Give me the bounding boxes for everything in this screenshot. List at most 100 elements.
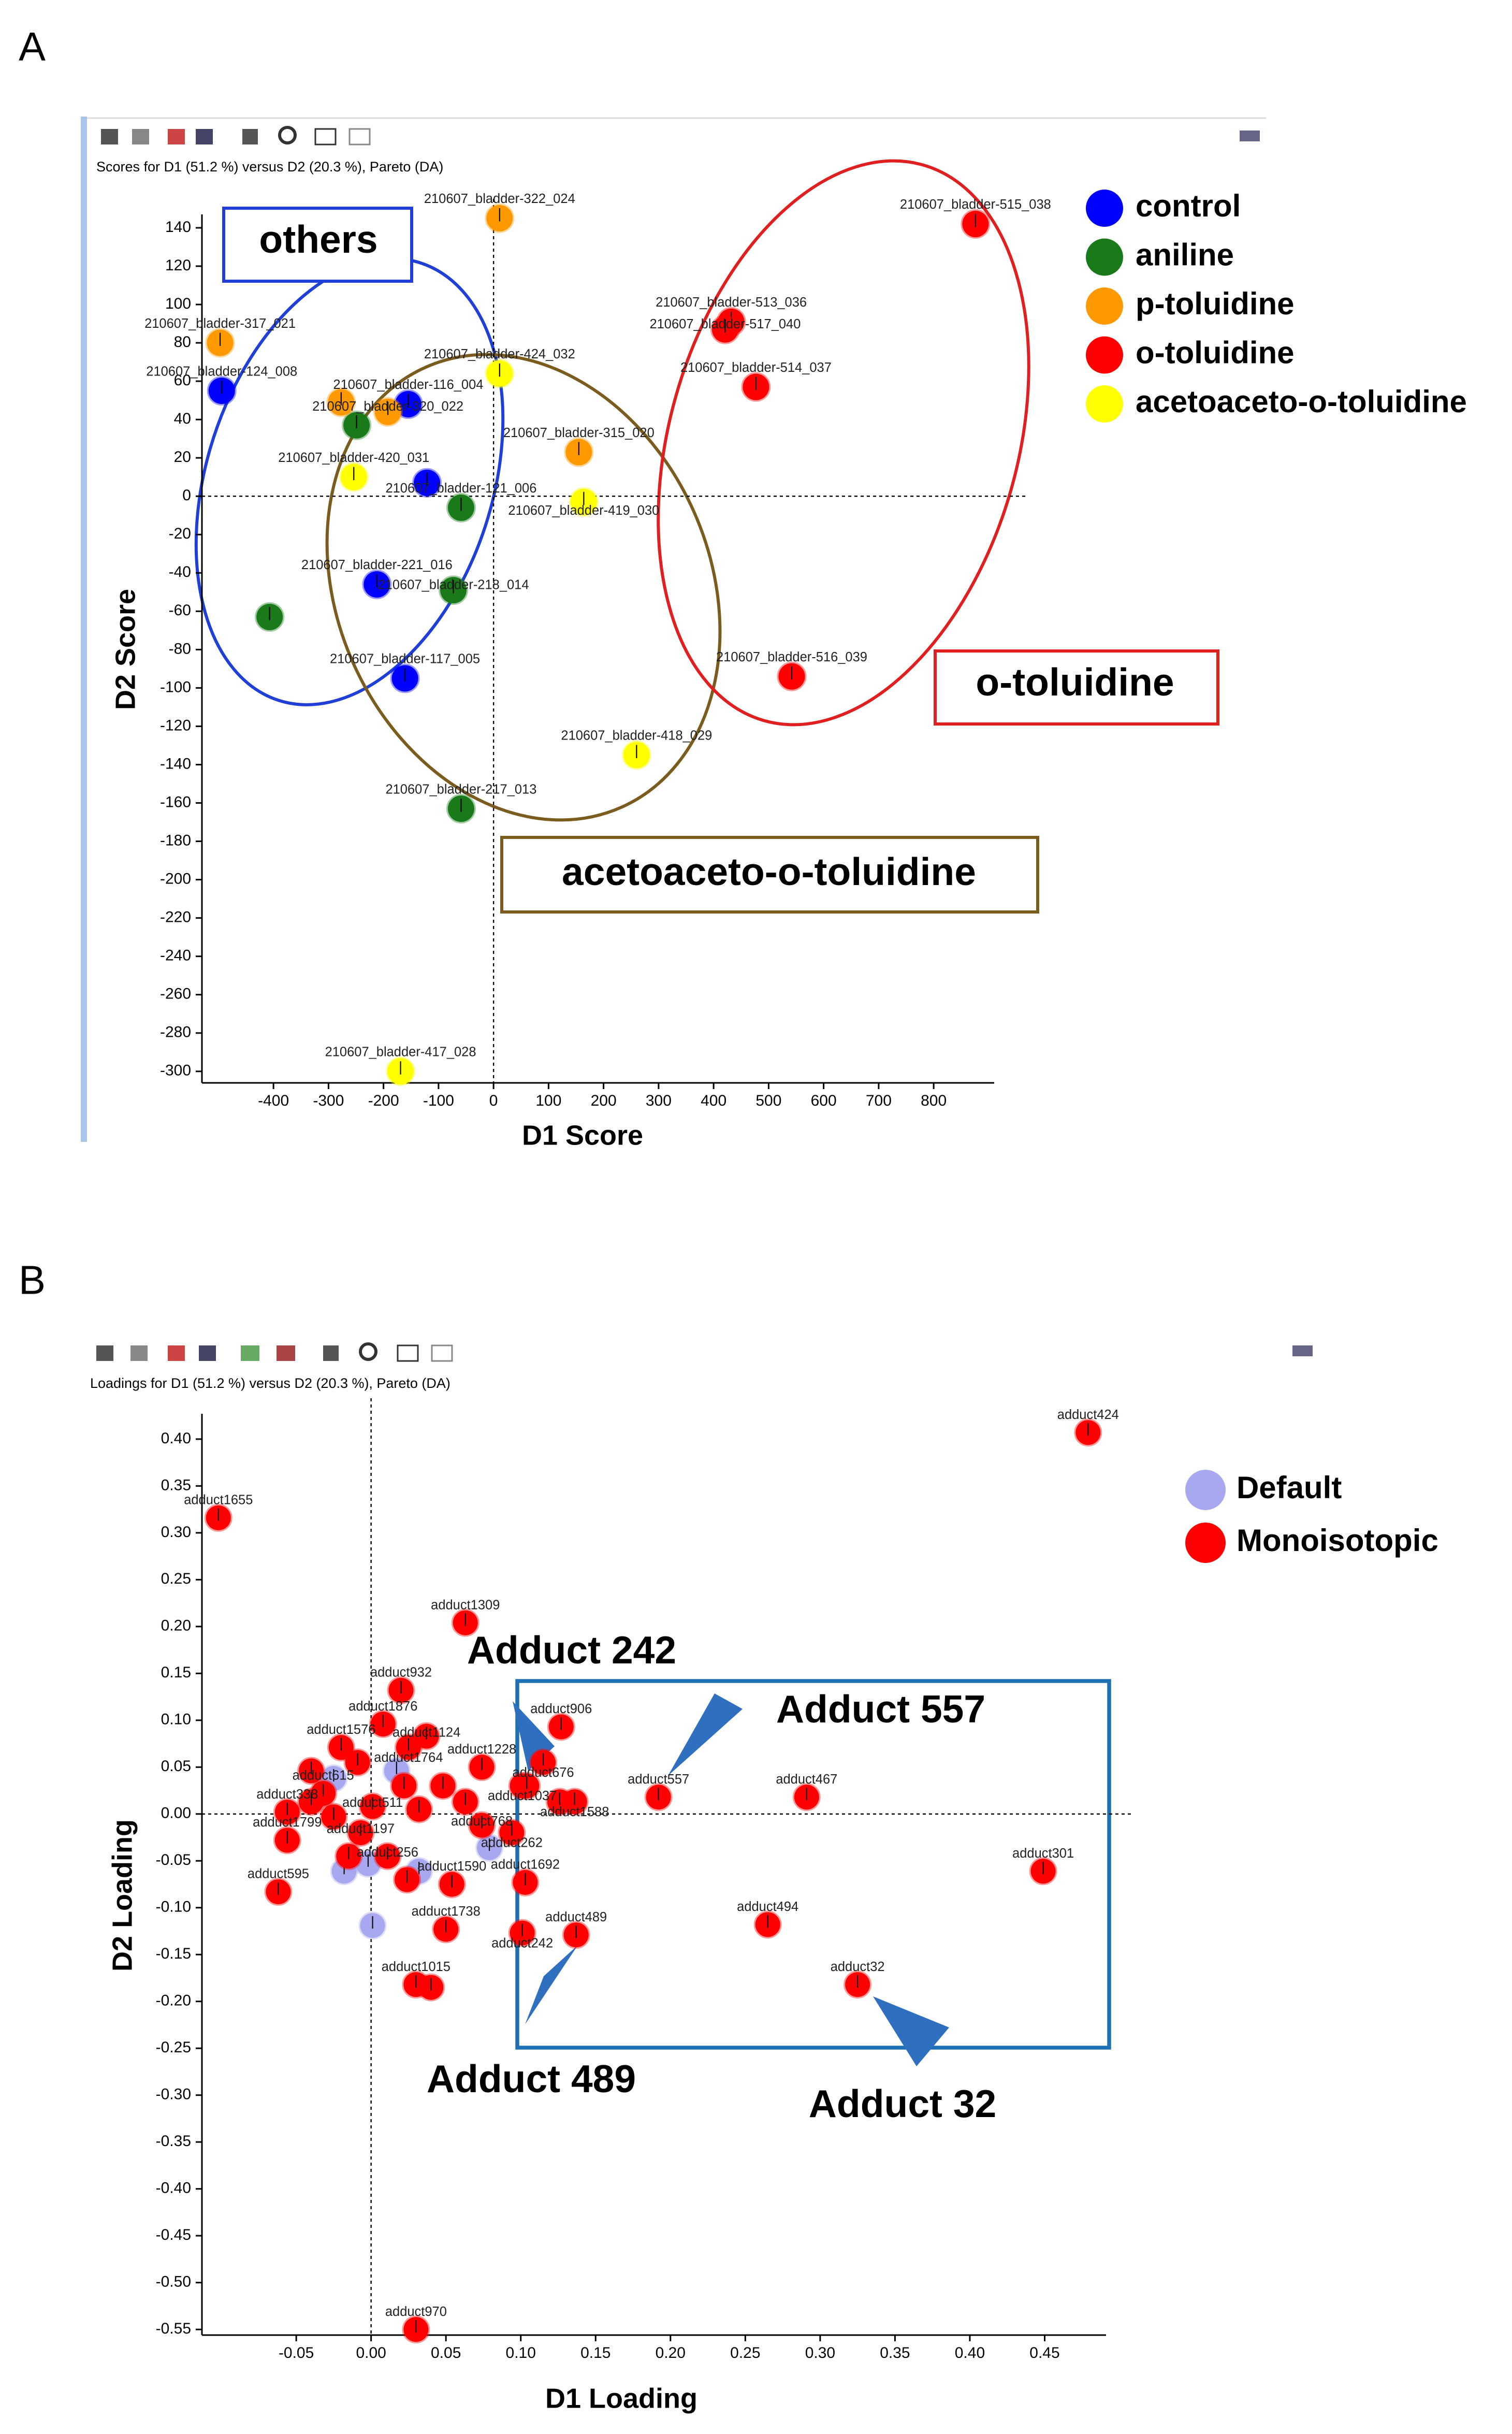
toolbar-icon[interactable] — [132, 128, 150, 144]
toolbar-icon[interactable] — [101, 128, 119, 144]
x-tick-label: -300 — [313, 1092, 344, 1109]
legend-swatch — [1185, 1469, 1226, 1510]
y-tick-label: -40 — [169, 563, 191, 581]
y-tick-label: 0.20 — [161, 1617, 191, 1634]
point-label: 210607_bladder-217_013 — [385, 782, 536, 796]
point-label: adduct1764 — [374, 1750, 443, 1765]
point-label: adduct242 — [491, 1936, 553, 1950]
point-label: adduct1876 — [348, 1699, 417, 1714]
legend-label: Monoisotopic — [1237, 1523, 1438, 1558]
point-label: adduct262 — [481, 1836, 543, 1850]
legend-label: Default — [1237, 1470, 1342, 1505]
arrows — [513, 1693, 950, 2066]
point-label: adduct32 — [831, 1960, 885, 1974]
annotation: Adduct 32 — [809, 2082, 996, 2125]
y-tick-label: 0.35 — [161, 1476, 191, 1494]
point-label: adduct557 — [628, 1772, 689, 1787]
point-label: 210607_bladder-418_029 — [561, 729, 712, 743]
toolbar-icon[interactable] — [323, 1345, 339, 1361]
x-tick-label: 0.05 — [431, 2344, 461, 2361]
x-tick-label: 0 — [489, 1092, 498, 1109]
highlight-box — [515, 1679, 1111, 2050]
x-tick-label: 0.25 — [730, 2344, 760, 2361]
y-axis-title: D2 Loading — [107, 1819, 138, 1972]
y-tick-label: 0.05 — [161, 1758, 191, 1775]
y-tick-label: -160 — [160, 793, 191, 810]
chart-subtitle: Loadings for D1 (51.2 %) versus D2 (20.3… — [90, 1375, 450, 1391]
point-label: adduct1738 — [412, 1904, 481, 1919]
legend-label: aniline — [1136, 237, 1234, 272]
group-ellipse — [325, 353, 722, 822]
toolbar-icon[interactable] — [199, 1345, 216, 1361]
y-tick-label: 0 — [182, 487, 191, 504]
toolbar-icon[interactable] — [1292, 1345, 1313, 1356]
x-tick-label: 0.00 — [356, 2344, 386, 2361]
x-axis-title: D1 Score — [522, 1120, 643, 1151]
toolbar-icon[interactable] — [397, 1344, 419, 1362]
y-tick-label: 0.25 — [161, 1570, 191, 1587]
y-tick-label: -100 — [160, 678, 191, 696]
toolbar-icon[interactable] — [277, 1345, 296, 1361]
toolbar-icon[interactable] — [130, 1345, 148, 1361]
point-label: 210607_bladder-320_022 — [312, 399, 463, 414]
toolbar-icon[interactable] — [241, 1345, 260, 1361]
toolbar-icon[interactable] — [278, 125, 297, 144]
x-tick-label: 0.15 — [580, 2344, 610, 2361]
y-tick-label: 0.00 — [161, 1805, 191, 1822]
legend-label: o-toluidine — [1136, 335, 1295, 370]
point-label: 210607_bladder-121_006 — [385, 481, 536, 496]
legend-label: acetoaceto-o-toluidine — [1136, 384, 1467, 419]
point-label: 210607_bladder-218_014 — [378, 577, 529, 592]
y-tick-label: -0.50 — [156, 2273, 191, 2291]
point-label: 210607_bladder-515_038 — [900, 197, 1051, 212]
panel-label: B — [19, 1257, 46, 1303]
point-label: adduct1037 — [488, 1789, 557, 1803]
legend-label: p-toluidine — [1136, 286, 1295, 321]
point-label: adduct768 — [451, 1814, 513, 1829]
y-tick-label: 100 — [165, 295, 191, 312]
point-label: 210607_bladder-424_032 — [424, 347, 575, 361]
x-tick-label: -400 — [258, 1092, 289, 1109]
point-label: 210607_bladder-420_031 — [278, 451, 429, 465]
y-tick-label: -260 — [160, 986, 191, 1003]
y-tick-label: 140 — [165, 219, 191, 236]
y-tick-label: -0.10 — [156, 1899, 191, 1916]
toolbar-icon[interactable] — [359, 1342, 378, 1361]
legend-swatch — [1086, 336, 1124, 374]
y-tick-label: 0.15 — [161, 1664, 191, 1681]
x-tick-label: 0.10 — [506, 2344, 536, 2361]
arrow — [873, 1996, 950, 2066]
point-label: adduct970 — [385, 2305, 447, 2319]
point-label: adduct676 — [513, 1765, 574, 1780]
point-label: 210607_bladder-517_040 — [649, 317, 801, 331]
point-label: 210607_bladder-317_021 — [144, 316, 296, 331]
y-tick-label: -0.45 — [156, 2226, 191, 2243]
toolbar-icon[interactable] — [242, 128, 258, 144]
annotation: Adduct 489 — [427, 2057, 636, 2100]
legend-swatch — [1086, 385, 1124, 423]
x-tick-label: 0.20 — [656, 2344, 686, 2361]
point-label: adduct932 — [370, 1665, 432, 1680]
toolbar-icon[interactable] — [168, 1345, 185, 1361]
annotation: o-toluidine — [976, 660, 1174, 704]
y-tick-label: -0.55 — [156, 2320, 191, 2337]
point-label: 210607_bladder-419_030 — [508, 503, 659, 518]
x-tick-label: -0.05 — [279, 2344, 314, 2361]
annotation: others — [259, 218, 377, 261]
x-tick-label: 0.40 — [955, 2344, 985, 2361]
point-label: adduct494 — [737, 1900, 798, 1914]
toolbar-icon[interactable] — [196, 128, 213, 144]
y-tick-label: -220 — [160, 909, 191, 926]
window-edge — [81, 116, 88, 1142]
point-label: 210607_bladder-516_039 — [716, 650, 867, 664]
toolbar-icon[interactable] — [1240, 130, 1260, 141]
toolbar-icon[interactable] — [348, 128, 371, 146]
toolbar-icon[interactable] — [96, 1345, 114, 1361]
toolbar-icon[interactable] — [168, 128, 185, 144]
y-tick-label: -200 — [160, 871, 191, 888]
chart-subtitle: Scores for D1 (51.2 %) versus D2 (20.3 %… — [96, 159, 443, 175]
y-tick-label: -0.15 — [156, 1945, 191, 1962]
toolbar-icon[interactable] — [314, 128, 337, 146]
annotation: acetoaceto-o-toluidine — [562, 850, 976, 893]
toolbar-icon[interactable] — [431, 1344, 453, 1362]
